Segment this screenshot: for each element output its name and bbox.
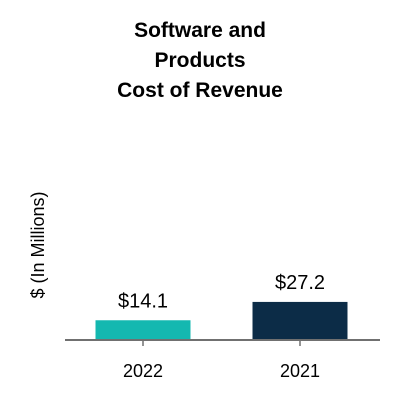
x-tick-label-2021: 2021: [280, 361, 320, 381]
bar-2021: [252, 301, 348, 340]
y-axis-label: $ (In Millions): [28, 191, 48, 298]
data-labels: $14.1 $27.2: [118, 272, 325, 312]
title-line: Products: [154, 49, 245, 72]
data-label-2021: $27.2: [275, 272, 325, 294]
x-tick-labels: 2022 2021: [123, 361, 320, 381]
title-line: Cost of Revenue: [117, 79, 283, 102]
x-ticks: [142, 340, 301, 346]
chart-title: Software and Products Cost of Revenue: [117, 19, 283, 102]
x-tick-label-2022: 2022: [123, 361, 163, 381]
bars: [95, 301, 348, 340]
data-label-2022: $14.1: [118, 290, 168, 312]
bar-2022: [95, 320, 191, 340]
title-line: Software and: [134, 19, 266, 42]
